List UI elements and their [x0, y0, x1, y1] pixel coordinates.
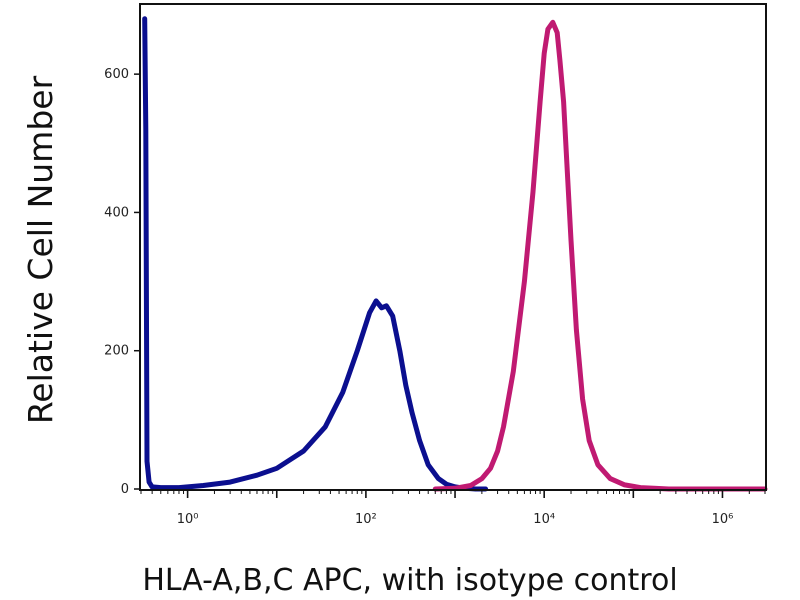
x-tick-label-2: 10²	[355, 512, 377, 527]
y-tick-label-3: 400	[104, 205, 129, 220]
series-line-2	[432, 19, 768, 492]
y-tick-label-1: 0	[121, 482, 129, 497]
x-tick-label-1: 10⁰	[177, 512, 199, 527]
x-tick-label-4: 10⁶	[712, 512, 734, 527]
axes-layer: 0 200 400 600 10⁰ 10² 10⁴ 10⁶	[104, 67, 766, 527]
series-layer	[142, 16, 768, 492]
series-line-1	[142, 16, 489, 492]
y-tick-label-4: 600	[104, 67, 129, 82]
x-tick-label-3: 10⁴	[533, 512, 555, 527]
y-tick-label-2: 200	[104, 344, 129, 359]
y-axis-label: Relative Cell Number	[21, 75, 60, 424]
plot-frame	[139, 3, 767, 491]
x-axis-label: HLA-A,B,C APC, with isotype control	[142, 563, 677, 598]
